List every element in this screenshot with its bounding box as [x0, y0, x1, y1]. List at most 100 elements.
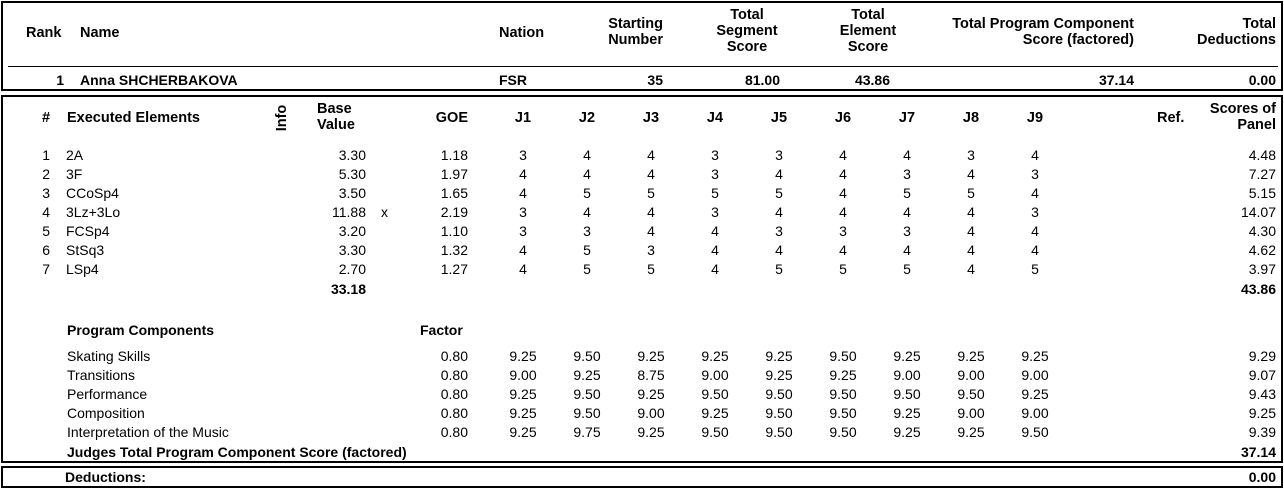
header-info: Info [274, 104, 290, 132]
element-judge-score: 4 [1031, 147, 1039, 163]
component-judge-score: 9.25 [637, 386, 665, 402]
element-judge-score: 4 [839, 242, 847, 258]
component-judge-score: 9.25 [765, 348, 793, 364]
element-judge-score: 5 [839, 261, 847, 277]
element-base-value: 5.30 [338, 166, 366, 182]
element-judge-score: 5 [903, 185, 911, 201]
element-judge-score: 4 [519, 185, 527, 201]
component-judge-score: 9.00 [893, 367, 921, 383]
elements-total: 43.86 [1240, 281, 1276, 297]
element-judge-score: 5 [775, 261, 783, 277]
element-judge-score: 4 [775, 242, 783, 258]
header-judge-2: J2 [578, 110, 596, 126]
component-judge-score: 9.00 [637, 405, 665, 421]
deductions-box [1, 466, 1283, 488]
element-panel-score: 4.48 [1248, 147, 1276, 163]
component-judge-score: 8.75 [637, 367, 665, 383]
element-judge-score: 4 [967, 204, 975, 220]
element-judge-score: 3 [839, 223, 847, 239]
element-number: 6 [42, 242, 50, 258]
component-judge-score: 9.25 [509, 405, 537, 421]
element-name: CCoSp4 [66, 185, 119, 201]
skater-total-deductions: 0.00 [1248, 72, 1276, 88]
element-judge-score: 4 [967, 261, 975, 277]
element-judge-score: 5 [1031, 261, 1039, 277]
component-panel-score: 9.39 [1248, 424, 1276, 440]
element-panel-score: 14.07 [1240, 204, 1276, 220]
component-judge-score: 9.25 [957, 424, 985, 440]
element-judge-score: 4 [647, 166, 655, 182]
element-judge-score: 5 [647, 261, 655, 277]
header-judge-3: J3 [642, 110, 660, 126]
component-factor: 0.80 [440, 348, 468, 364]
component-factor: 0.80 [440, 386, 468, 402]
component-judge-score: 9.50 [765, 386, 793, 402]
header-executed-elements: Executed Elements [67, 110, 200, 126]
element-goe: 1.10 [440, 223, 468, 239]
element-judge-score: 5 [583, 185, 591, 201]
element-judge-score: 4 [967, 166, 975, 182]
details-box [1, 95, 1283, 463]
element-judge-score: 5 [967, 185, 975, 201]
component-judge-score: 9.50 [829, 386, 857, 402]
element-goe: 1.18 [440, 147, 468, 163]
component-panel-score: 9.43 [1248, 386, 1276, 402]
header-starting-number: Starting Number [608, 16, 663, 48]
element-judge-score: 4 [775, 166, 783, 182]
component-judge-score: 9.25 [701, 348, 729, 364]
element-judge-score: 4 [519, 242, 527, 258]
skater-total-pcs: 37.14 [1098, 72, 1134, 88]
element-number: 3 [42, 185, 50, 201]
header-name: Name [80, 25, 120, 41]
header-total-segment-score: Total Segment Score [716, 7, 778, 55]
component-judge-score: 9.25 [829, 367, 857, 383]
skater-nation: FSR [499, 72, 527, 88]
component-judge-score: 9.50 [1021, 424, 1049, 440]
element-goe: 1.65 [440, 185, 468, 201]
element-judge-score: 4 [583, 147, 591, 163]
skater-rank: 1 [56, 72, 64, 88]
header-judge-9: J9 [1026, 110, 1044, 126]
deductions-value: 0.00 [1248, 469, 1276, 485]
element-judge-score: 3 [583, 223, 591, 239]
element-judge-score: 5 [711, 185, 719, 201]
element-judge-score: 3 [1031, 166, 1039, 182]
element-panel-score: 7.27 [1248, 166, 1276, 182]
header-nation: Nation [499, 25, 545, 41]
component-judge-score: 9.50 [573, 386, 601, 402]
element-base-value: 11.88 [332, 204, 366, 220]
deductions-label: Deductions: [65, 469, 146, 485]
element-number: 4 [42, 204, 50, 220]
component-judge-score: 9.25 [957, 348, 985, 364]
component-judge-score: 9.00 [957, 367, 985, 383]
header-judge-1: J1 [514, 110, 532, 126]
component-factor: 0.80 [440, 424, 468, 440]
component-name: Skating Skills [67, 348, 151, 364]
element-judge-score: 5 [583, 261, 591, 277]
element-judge-score: 4 [839, 147, 847, 163]
element-base-value: 2.70 [338, 261, 366, 277]
element-judge-score: 3 [1031, 204, 1039, 220]
element-judge-score: 3 [519, 147, 527, 163]
element-judge-score: 4 [839, 185, 847, 201]
element-judge-score: 3 [711, 166, 719, 182]
component-panel-score: 9.29 [1248, 348, 1276, 364]
pcs-total-label: Judges Total Program Component Score (fa… [67, 444, 407, 460]
header-scores-of-panel: Scores of Panel [1209, 101, 1276, 133]
element-judge-score: 4 [1031, 185, 1039, 201]
element-judge-score: 4 [583, 204, 591, 220]
header-judge-5: J5 [770, 110, 788, 126]
element-number: 5 [42, 223, 50, 239]
element-number: 7 [42, 261, 50, 277]
element-name: 2A [66, 147, 84, 163]
element-judge-score: 3 [775, 147, 783, 163]
element-name: StSq3 [66, 242, 105, 258]
header-total-element-score: Total Element Score [839, 7, 897, 55]
component-judge-score: 9.50 [829, 348, 857, 364]
component-judge-score: 9.25 [893, 424, 921, 440]
element-judge-score: 4 [903, 147, 911, 163]
component-judge-score: 9.75 [573, 424, 601, 440]
component-judge-score: 9.25 [765, 367, 793, 383]
component-judge-score: 9.50 [957, 386, 985, 402]
program-components-heading: Program Components [67, 322, 215, 338]
